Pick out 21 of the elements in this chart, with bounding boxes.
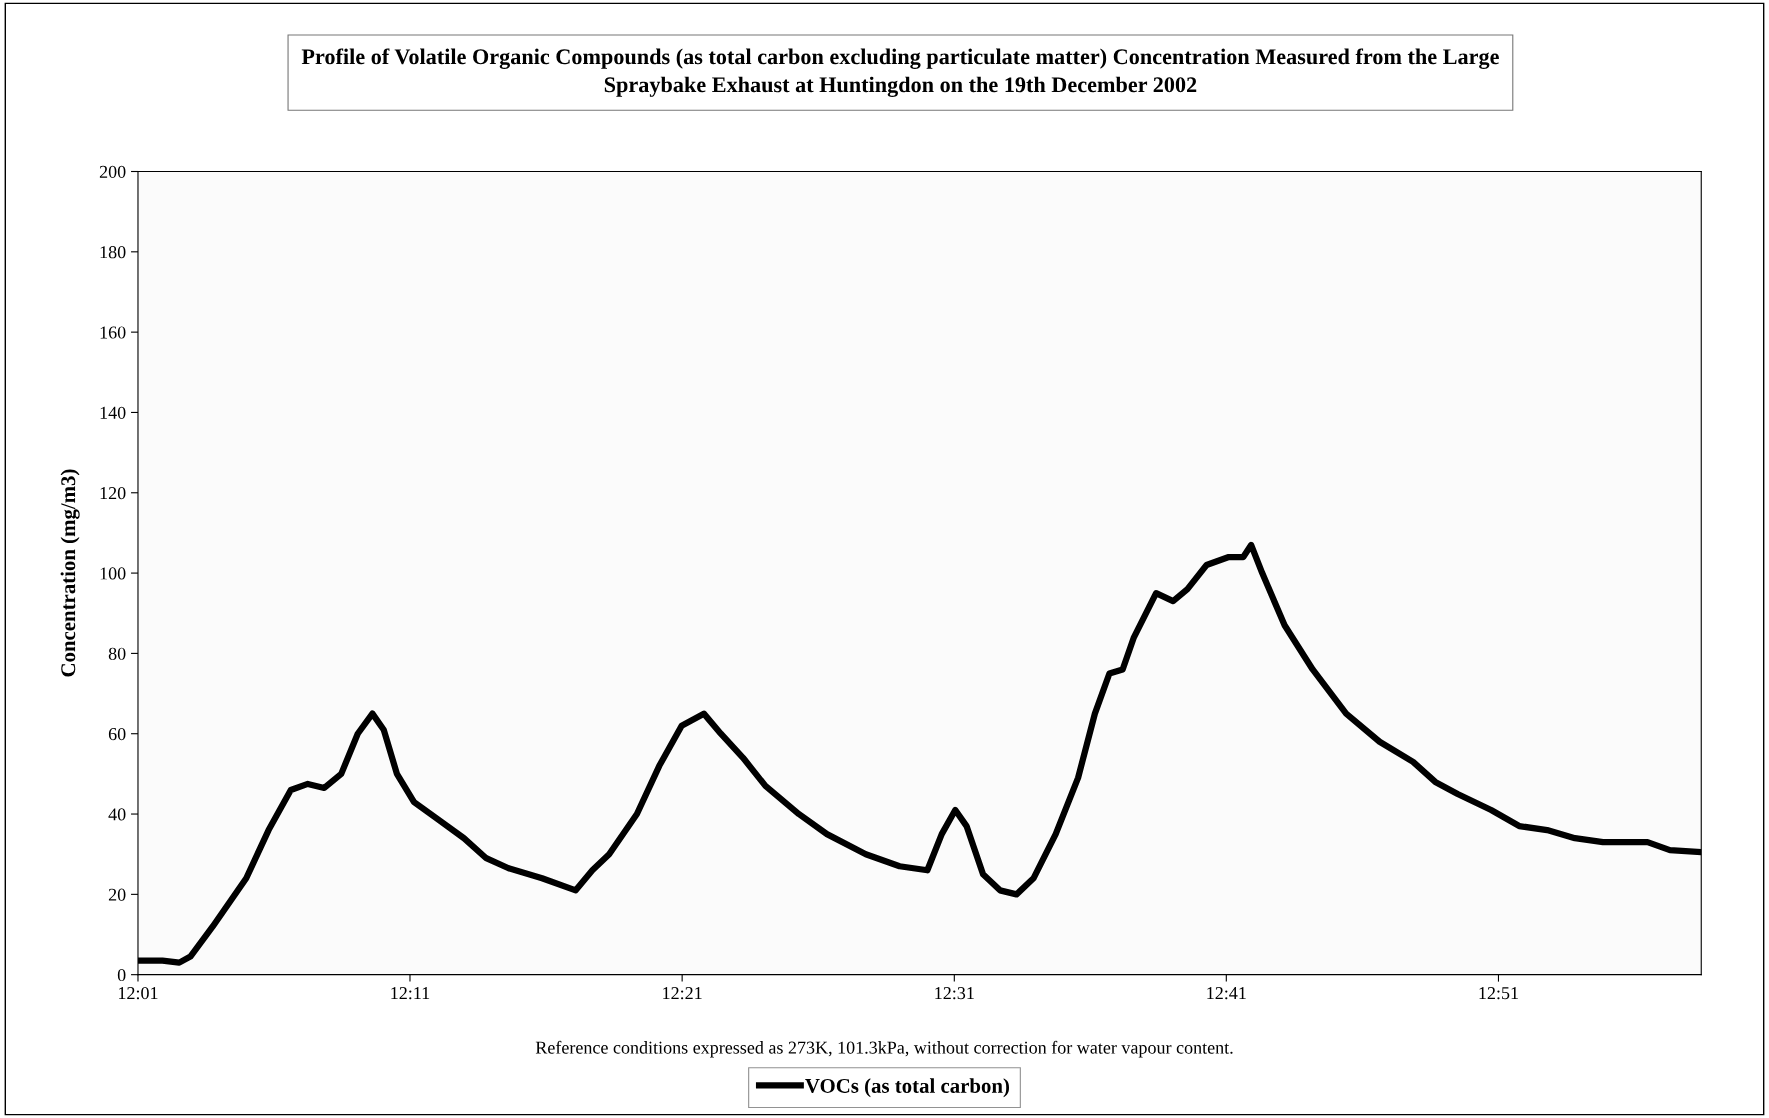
y-tick-label: 0 xyxy=(117,968,126,982)
text: Reference conditions expressed as 273K, 101.3kPa, without correction for water vapour content. xyxy=(535,1040,1233,1058)
y-tick-label: 120 xyxy=(100,487,126,500)
x-tick-label: 12:01 xyxy=(119,987,158,1000)
y-tick-label: 140 xyxy=(100,406,126,419)
y-tick-label: 20 xyxy=(108,888,126,901)
y-tick-label: 80 xyxy=(108,647,126,660)
x-tick-label: 12:21 xyxy=(663,987,702,1000)
x-tick-label: 12:31 xyxy=(935,987,974,1000)
y-tick-label: 40 xyxy=(108,808,126,821)
y-tick-label: 200 xyxy=(99,165,126,178)
x-tick-label: 12:51 xyxy=(1479,987,1518,1000)
legend-label: VOCs (as total carbon) xyxy=(805,1078,1010,1098)
y-tick-label: 160 xyxy=(100,326,126,339)
y-tick-label: 60 xyxy=(108,727,126,741)
chart-title: Profile of Volatile Organic Compounds (as total carbon excluding particulate matter) Concentration Measured from the Large Spraybake Exhaust at Huntingdon on the 19th December 2002 xyxy=(301,48,1499,97)
x-tick-label: 12:11 xyxy=(391,987,430,1000)
y-tick-label: 100 xyxy=(100,567,126,580)
x-tick-label: 12:41 xyxy=(1207,987,1246,1000)
y-axis-title: Concentration (mg/m3) xyxy=(60,469,80,677)
y-tick-label: 180 xyxy=(100,246,126,259)
